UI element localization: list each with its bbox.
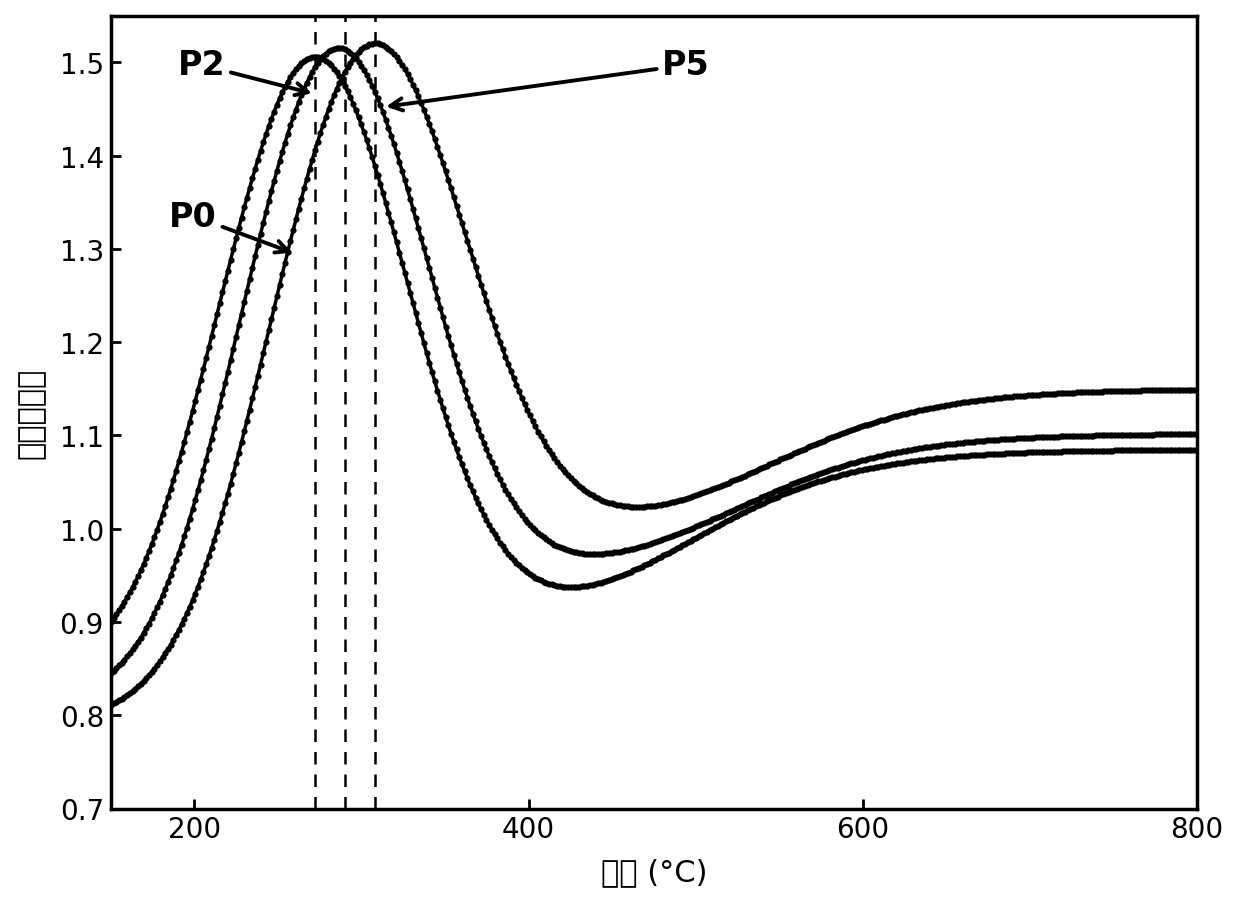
Text: P2: P2 — [177, 50, 308, 96]
Text: P0: P0 — [170, 200, 288, 253]
Text: P5: P5 — [391, 50, 711, 111]
X-axis label: 温度 (°C): 温度 (°C) — [600, 857, 707, 887]
Y-axis label: 检测器信号: 检测器信号 — [16, 367, 46, 458]
